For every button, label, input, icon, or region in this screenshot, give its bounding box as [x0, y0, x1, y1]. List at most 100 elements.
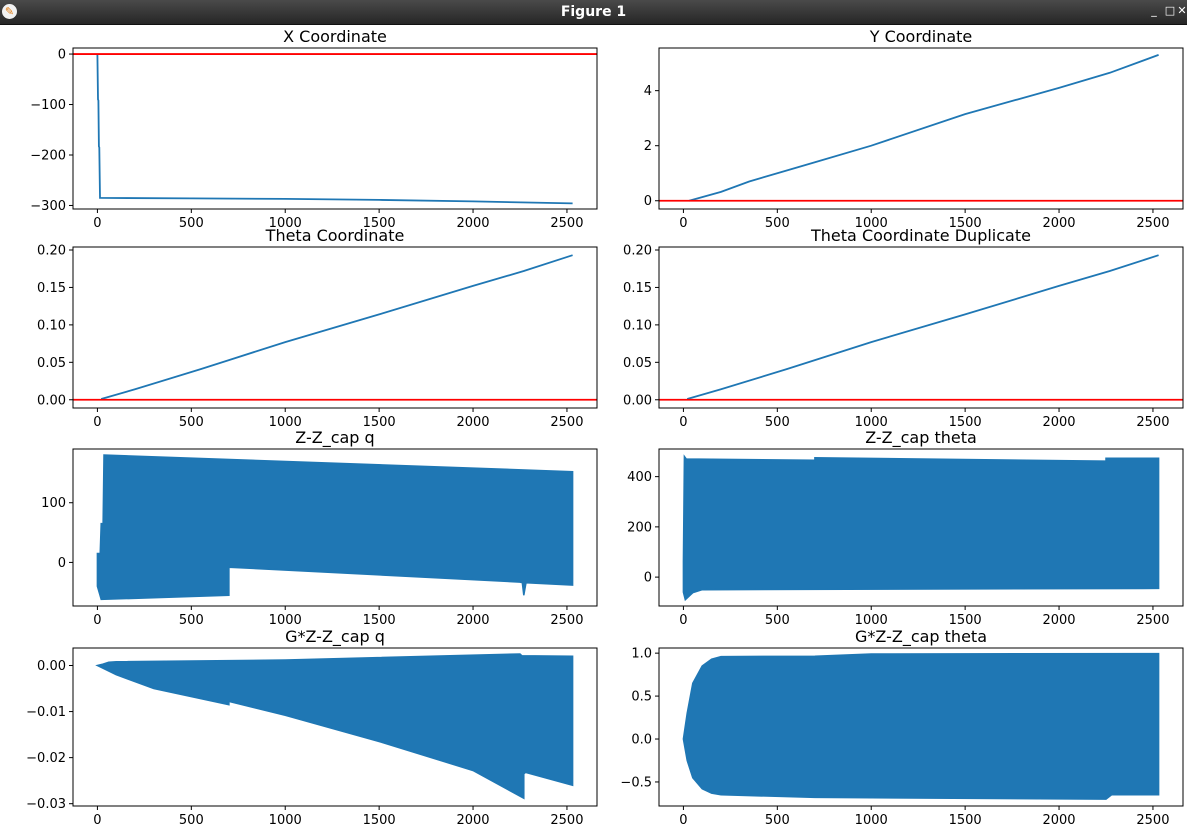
chart-3-xtick-label: 1500	[363, 415, 396, 430]
maximize-button[interactable]: □	[1164, 4, 1176, 17]
chart-7-ytick-label: −0.02	[26, 751, 66, 766]
chart-1-ytick-label: −100	[30, 98, 66, 113]
chart-3-data-area	[73, 254, 597, 401]
chart-1-frame	[72, 47, 598, 210]
chart-2-xtick-label: 500	[765, 216, 790, 231]
chart-2-xtick-label: 1000	[855, 216, 888, 231]
chart-1-xtick-label: 1500	[363, 216, 396, 231]
chart-5-title: Z-Z_cap q	[295, 428, 374, 448]
chart-6-ytick-label: 400	[627, 470, 652, 485]
chart-8-xtick-label: 1500	[949, 813, 982, 828]
chart-3-ytick-label: 0.10	[37, 318, 66, 333]
chart-7-title: G*Z-Z_cap q	[285, 627, 385, 647]
chart-1-ytick-label: −300	[30, 199, 66, 214]
chart-8-xtick-label: 500	[765, 813, 790, 828]
chart-6: 0 500 1000 1500 2000 2500 0 200 400 Z-Z_cap theta	[627, 428, 1184, 628]
chart-7-xtick-label: 2000	[456, 813, 489, 828]
chart-2-data-area	[659, 54, 1183, 202]
chart-4-ytick-label: 0.15	[623, 281, 652, 296]
chart-3-xtick-label: 0	[93, 415, 101, 430]
chart-5-xtick-label: 1500	[363, 613, 396, 628]
chart-4-ytick-label: 0.00	[623, 393, 652, 408]
chart-1-data-area	[73, 53, 597, 205]
chart-1-xtick-label: 1000	[269, 216, 302, 231]
chart-3-xtick-label: 500	[179, 415, 204, 430]
chart-3-xtick-label: 1000	[269, 415, 302, 430]
chart-3-xtick-label: 2000	[456, 415, 489, 430]
chart-6-xtick-label: 2500	[1136, 613, 1169, 628]
chart-6-title: Z-Z_cap theta	[865, 428, 977, 448]
chart-8-xtick-label: 2500	[1136, 813, 1169, 828]
chart-4-xtick-label: 500	[765, 415, 790, 430]
chart-4-ytick-label: 0.20	[623, 243, 652, 258]
chart-7-ytick-label: −0.01	[26, 705, 66, 720]
chart-8-title: G*Z-Z_cap theta	[855, 627, 987, 647]
chart-8-frame	[658, 647, 1184, 807]
chart-1: 0 500 1000 1500 2000 2500 −300 −200 −100 0 X Coord…	[30, 27, 598, 231]
chart-5-ytick-label: 100	[41, 496, 66, 511]
chart-6-data-area	[682, 454, 1160, 602]
chart-1-xtick-label: 2000	[456, 216, 489, 231]
chart-5-xtick-label: 500	[179, 613, 204, 628]
app-icon: ✎	[2, 4, 17, 19]
chart-4: 0 500 1000 1500 2000 2500 0.00 0.05 0.10 0.15 0.20…	[623, 226, 1184, 430]
chart-8-xtick-label: 2000	[1042, 813, 1075, 828]
chart-1-xtick-label: 0	[93, 216, 101, 231]
chart-1-series-line	[96, 54, 573, 205]
chart-7: 0 500 1000 1500 2000 2500 0.00 −0.01 −0.02 −0.03 G…	[26, 627, 598, 828]
chart-4-ytick-label: 0.10	[623, 318, 652, 333]
chart-5-ytick-label: 0	[58, 556, 66, 571]
chart-5-xtick-label: 0	[93, 613, 101, 628]
chart-6-xtick-label: 1000	[855, 613, 888, 628]
window-title: Figure 1	[560, 4, 627, 20]
close-button[interactable]: ✕	[1177, 4, 1187, 17]
chart-8-xtick-label: 0	[679, 813, 687, 828]
chart-4-series-line	[686, 254, 1159, 400]
chart-7-xtick-label: 2500	[550, 813, 583, 828]
chart-3-ytick-label: 0.15	[37, 281, 66, 296]
chart-5-data-area	[96, 454, 574, 601]
chart-1-ytick-label: −200	[30, 148, 66, 163]
chart-2-xtick-label: 1500	[949, 216, 982, 231]
chart-2-title: Y Coordinate	[869, 27, 973, 46]
chart-2-frame	[658, 47, 1184, 210]
chart-4-xtick-label: 1000	[855, 415, 888, 430]
chart-6-ytick-label: 200	[627, 520, 652, 535]
chart-5-xtick-label: 1000	[269, 613, 302, 628]
chart-7-frame	[72, 647, 598, 807]
chart-2-series-line	[688, 54, 1159, 202]
chart-6-xtick-label: 500	[765, 613, 790, 628]
chart-8-ytick-label: 1.0	[631, 647, 652, 662]
chart-4-frame	[658, 246, 1184, 409]
chart-4-xtick-label: 2000	[1042, 415, 1075, 430]
chart-5-frame	[72, 448, 598, 607]
chart-4-xtick-label: 0	[679, 415, 687, 430]
chart-5-xtick-label: 2500	[550, 613, 583, 628]
chart-8-ytick-label: −0.5	[620, 775, 652, 790]
chart-4-title: Theta Coordinate Duplicate	[810, 226, 1031, 245]
chart-4-ytick-label: 0.05	[623, 356, 652, 371]
chart-8-data-area	[682, 652, 1160, 800]
chart-7-series-band	[95, 653, 574, 800]
chart-2-xtick-label: 2500	[1136, 216, 1169, 231]
chart-8: 0 500 1000 1500 2000 2500 −0.5 0.0 0.5 1.0 G*Z-Z_c…	[620, 627, 1184, 828]
window-titlebar: ✎ Figure 1 _ □ ✕	[0, 0, 1187, 25]
chart-6-xtick-label: 2000	[1042, 613, 1075, 628]
chart-2-ytick-label: 4	[644, 84, 652, 99]
minimize-button[interactable]: _	[1151, 4, 1157, 17]
chart-4-data-area	[659, 254, 1183, 401]
chart-2-ytick-label: 0	[644, 194, 652, 209]
chart-3-ytick-label: 0.00	[37, 393, 66, 408]
chart-8-xtick-label: 1000	[855, 813, 888, 828]
chart-5: 0 500 1000 1500 2000 2500 0 100 Z-Z_cap q	[41, 428, 598, 628]
chart-8-ytick-label: 0.0	[631, 733, 652, 748]
chart-7-ytick-label: −0.03	[26, 797, 66, 812]
chart-3-ytick-label: 0.20	[37, 243, 66, 258]
chart-7-xtick-label: 1500	[363, 813, 396, 828]
chart-4-xtick-label: 1500	[949, 415, 982, 430]
chart-8-ytick-label: 0.5	[631, 690, 652, 705]
chart-1-ytick-label: 0	[58, 48, 66, 63]
chart-2: 0 500 1000 1500 2000 2500 0 2 4 Y Coordinate	[644, 27, 1184, 231]
chart-3-xtick-label: 2500	[550, 415, 583, 430]
chart-5-xtick-label: 2000	[456, 613, 489, 628]
